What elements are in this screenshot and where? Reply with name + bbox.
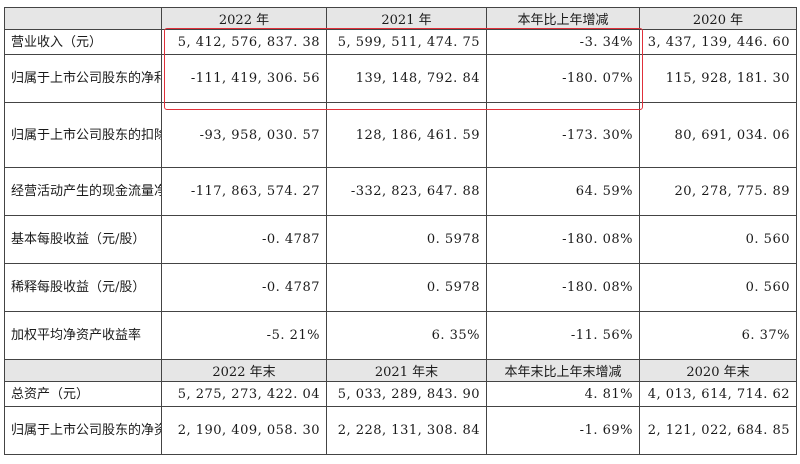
table-row: 加权平均净资产收益率 -5. 21% 6. 35% -11. 56% 6. 37… <box>4 311 797 360</box>
cell-value: -0. 4787 <box>161 263 327 312</box>
row-label: 归属于上市公司股东的净利润（元） <box>4 54 162 103</box>
cell-value: 80, 691, 034. 06 <box>639 102 797 168</box>
table-row: 营业收入（元） 5, 412, 576, 837. 38 5, 599, 511… <box>4 29 797 55</box>
cell-value: 6. 37% <box>639 311 797 360</box>
table-row: 经营活动产生的现金流量净额（元） -117, 863, 574. 27 -332… <box>4 167 797 216</box>
table-header-row: 2022 年 2021 年 本年比上年增减 2020 年 <box>4 7 797 30</box>
cell-value: 6. 35% <box>326 311 487 360</box>
header-cell-2022: 2022 年 <box>161 7 327 30</box>
header-cell-2021: 2021 年 <box>326 7 487 30</box>
row-label: 营业收入（元） <box>4 29 162 55</box>
header-cell-2020-end: 2020 年末 <box>639 359 797 382</box>
row-label: 归属于上市公司股东的扣除非经常性损益的净利润（元） <box>4 102 162 168</box>
cell-value: 5, 275, 273, 422. 04 <box>161 381 327 407</box>
header-cell-2022-end: 2022 年末 <box>161 359 327 382</box>
cell-value: -117, 863, 574. 27 <box>161 167 327 216</box>
financial-data-table: 2022 年 2021 年 本年比上年增减 2020 年 营业收入（元） 5, … <box>4 7 797 455</box>
cell-value: 2, 228, 131, 308. 84 <box>326 406 487 455</box>
cell-value: -180. 08% <box>486 215 640 264</box>
table-row: 基本每股收益（元/股） -0. 4787 0. 5978 -180. 08% 0… <box>4 215 797 264</box>
cell-value: 0. 5978 <box>326 215 487 264</box>
header-cell-label <box>4 359 162 382</box>
cell-value: 0. 560 <box>639 263 797 312</box>
cell-value: 64. 59% <box>486 167 640 216</box>
table-row: 归属于上市公司股东的扣除非经常性损益的净利润（元） -93, 958, 030.… <box>4 102 797 168</box>
cell-value: -180. 07% <box>486 54 640 103</box>
cell-value: 0. 5978 <box>326 263 487 312</box>
cell-value: -11. 56% <box>486 311 640 360</box>
row-label: 基本每股收益（元/股） <box>4 215 162 264</box>
header-cell-change-end: 本年末比上年末增减 <box>486 359 640 382</box>
cell-value: -5. 21% <box>161 311 327 360</box>
cell-value: 128, 186, 461. 59 <box>326 102 487 168</box>
cell-value: -111, 419, 306. 56 <box>161 54 327 103</box>
row-label: 归属于上市公司股东的净资产（元） <box>4 406 162 455</box>
table-header-row: 2022 年末 2021 年末 本年末比上年末增减 2020 年末 <box>4 359 797 382</box>
row-label: 经营活动产生的现金流量净额（元） <box>4 167 162 216</box>
cell-value: 5, 033, 289, 843. 90 <box>326 381 487 407</box>
row-label: 稀释每股收益（元/股） <box>4 263 162 312</box>
cell-value: 20, 278, 775. 89 <box>639 167 797 216</box>
cell-value: -332, 823, 647. 88 <box>326 167 487 216</box>
table-row: 稀释每股收益（元/股） -0. 4787 0. 5978 -180. 08% 0… <box>4 263 797 312</box>
cell-value: 2, 190, 409, 058. 30 <box>161 406 327 455</box>
cell-value: 2, 121, 022, 684. 85 <box>639 406 797 455</box>
cell-value: 4, 013, 614, 714. 62 <box>639 381 797 407</box>
cell-value: 0. 560 <box>639 215 797 264</box>
header-cell-label <box>4 7 162 30</box>
header-cell-change: 本年比上年增减 <box>486 7 640 30</box>
cell-value: -93, 958, 030. 57 <box>161 102 327 168</box>
table-row: 归属于上市公司股东的净资产（元） 2, 190, 409, 058. 30 2,… <box>4 406 797 455</box>
cell-value: -0. 4787 <box>161 215 327 264</box>
cell-value: -1. 69% <box>486 406 640 455</box>
row-label: 加权平均净资产收益率 <box>4 311 162 360</box>
table-row: 归属于上市公司股东的净利润（元） -111, 419, 306. 56 139,… <box>4 54 797 103</box>
cell-value: 139, 148, 792. 84 <box>326 54 487 103</box>
cell-value: -180. 08% <box>486 263 640 312</box>
cell-value: 5, 412, 576, 837. 38 <box>161 29 327 55</box>
cell-value: -173. 30% <box>486 102 640 168</box>
table-row: 总资产（元） 5, 275, 273, 422. 04 5, 033, 289,… <box>4 381 797 407</box>
cell-value: -3. 34% <box>486 29 640 55</box>
header-cell-2021-end: 2021 年末 <box>326 359 487 382</box>
cell-value: 5, 599, 511, 474. 75 <box>326 29 487 55</box>
row-label: 总资产（元） <box>4 381 162 407</box>
cell-value: 3, 437, 139, 446. 60 <box>639 29 797 55</box>
cell-value: 4. 81% <box>486 381 640 407</box>
header-cell-2020: 2020 年 <box>639 7 797 30</box>
cell-value: 115, 928, 181. 30 <box>639 54 797 103</box>
